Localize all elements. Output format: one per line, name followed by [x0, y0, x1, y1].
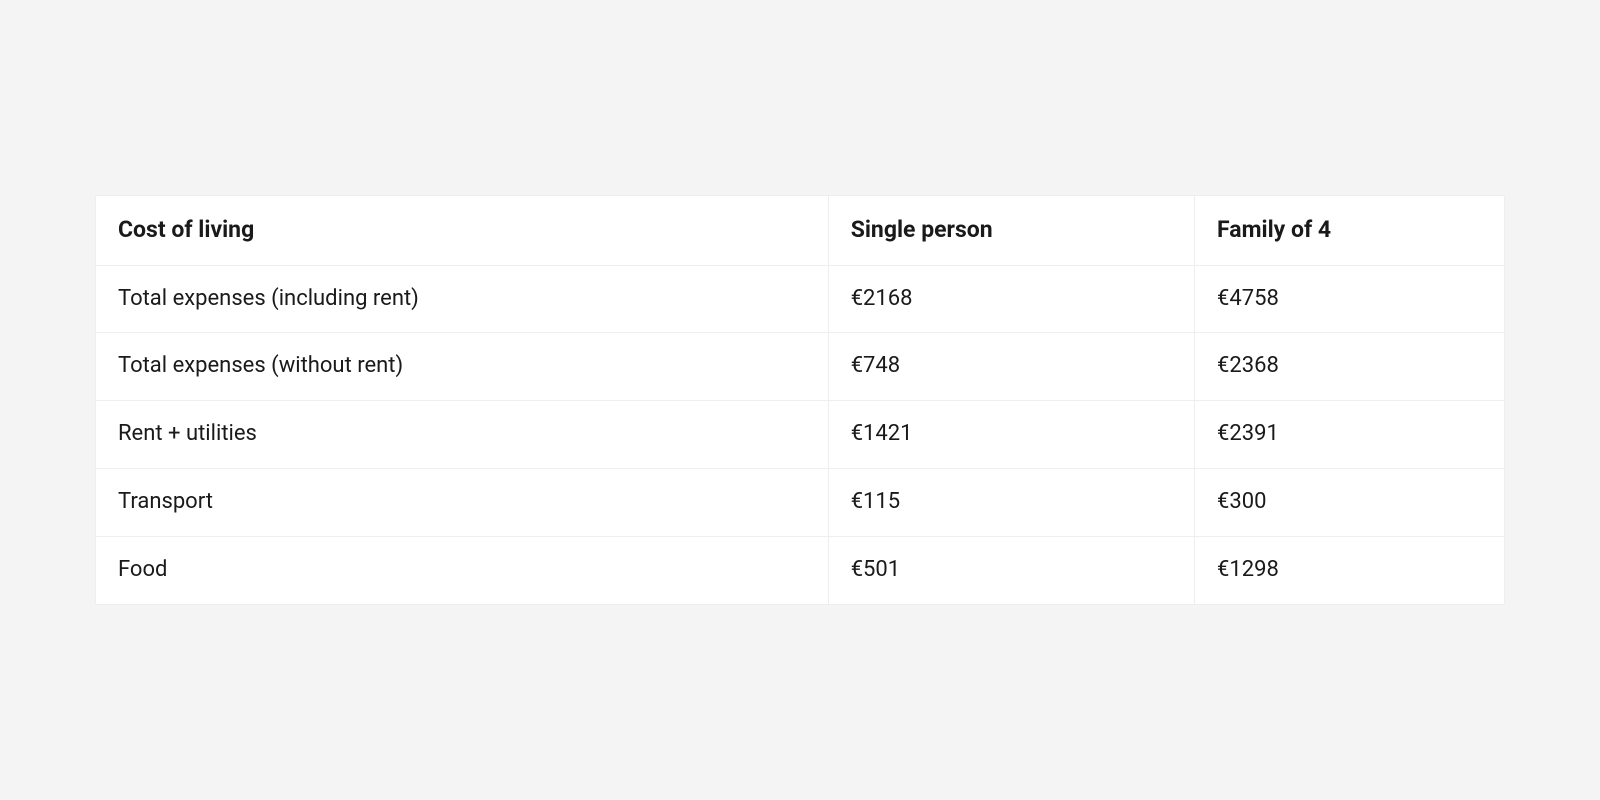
table-row: Rent + utilities €1421 €2391	[96, 401, 1505, 469]
cell-single-person: €1421	[828, 401, 1194, 469]
cell-family-of-4: €300	[1195, 468, 1505, 536]
cost-of-living-table: Cost of living Single person Family of 4…	[95, 195, 1505, 604]
cell-family-of-4: €1298	[1195, 536, 1505, 604]
cell-family-of-4: €2391	[1195, 401, 1505, 469]
cell-single-person: €748	[828, 333, 1194, 401]
cost-of-living-table-container: Cost of living Single person Family of 4…	[95, 195, 1505, 604]
table-row: Food €501 €1298	[96, 536, 1505, 604]
table-row: Total expenses (including rent) €2168 €4…	[96, 265, 1505, 333]
column-header-single-person: Single person	[828, 196, 1194, 265]
cell-category: Total expenses (without rent)	[96, 333, 829, 401]
cell-category: Total expenses (including rent)	[96, 265, 829, 333]
table-row: Total expenses (without rent) €748 €2368	[96, 333, 1505, 401]
table-header-row: Cost of living Single person Family of 4	[96, 196, 1505, 265]
column-header-family-of-4: Family of 4	[1195, 196, 1505, 265]
cell-category: Food	[96, 536, 829, 604]
table-header: Cost of living Single person Family of 4	[96, 196, 1505, 265]
cell-family-of-4: €4758	[1195, 265, 1505, 333]
cell-category: Rent + utilities	[96, 401, 829, 469]
cell-single-person: €2168	[828, 265, 1194, 333]
table-row: Transport €115 €300	[96, 468, 1505, 536]
cell-single-person: €115	[828, 468, 1194, 536]
cell-category: Transport	[96, 468, 829, 536]
column-header-category: Cost of living	[96, 196, 829, 265]
table-body: Total expenses (including rent) €2168 €4…	[96, 265, 1505, 604]
cell-family-of-4: €2368	[1195, 333, 1505, 401]
cell-single-person: €501	[828, 536, 1194, 604]
